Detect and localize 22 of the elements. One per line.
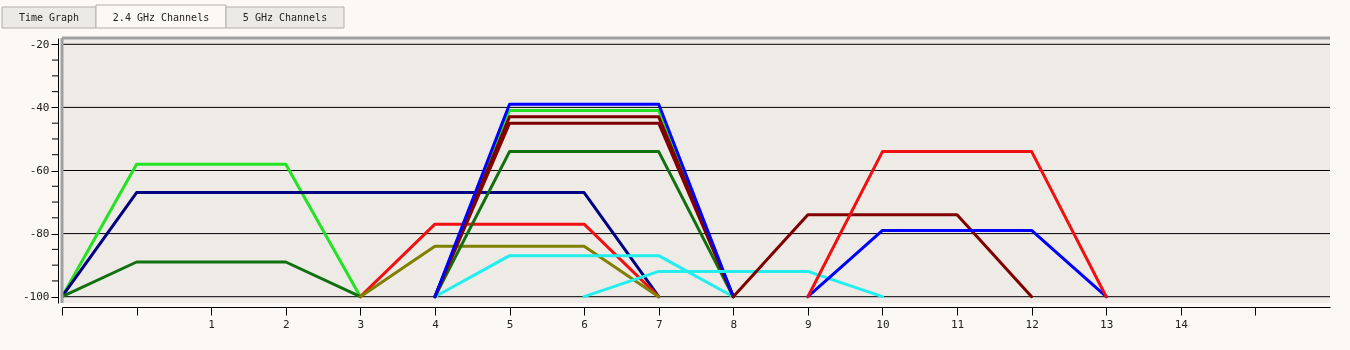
text: 5 GHz Channels [242,12,328,23]
x-tick-label: 7 [655,317,663,331]
y-tick-label: -100 [23,290,50,304]
y-tick-label: -20 [29,37,50,51]
x-tick-label: 3 [357,317,365,331]
x-tick-label: 5 [506,317,514,331]
x-tick-label: 8 [730,317,738,331]
x-tick-label: 12 [1025,317,1039,331]
x-tick-label: 11 [950,317,965,331]
x-tick-label: 1 [208,317,215,331]
x-tick-label: 14 [1174,317,1189,331]
x-tick-label: 4 [432,317,440,331]
y-tick-label: -80 [29,227,50,241]
x-tick-label: 13 [1100,317,1114,331]
y-tick-label: -60 [29,164,50,177]
x-tick-label: 2 [282,317,290,331]
text: 2.4 GHz Channels [112,12,210,23]
text: Time Graph [18,12,80,23]
x-tick-label: 10 [876,317,890,331]
x-tick-label: 9 [805,317,812,331]
x-tick-label: 6 [581,317,588,331]
y-tick-label: -40 [29,100,50,114]
